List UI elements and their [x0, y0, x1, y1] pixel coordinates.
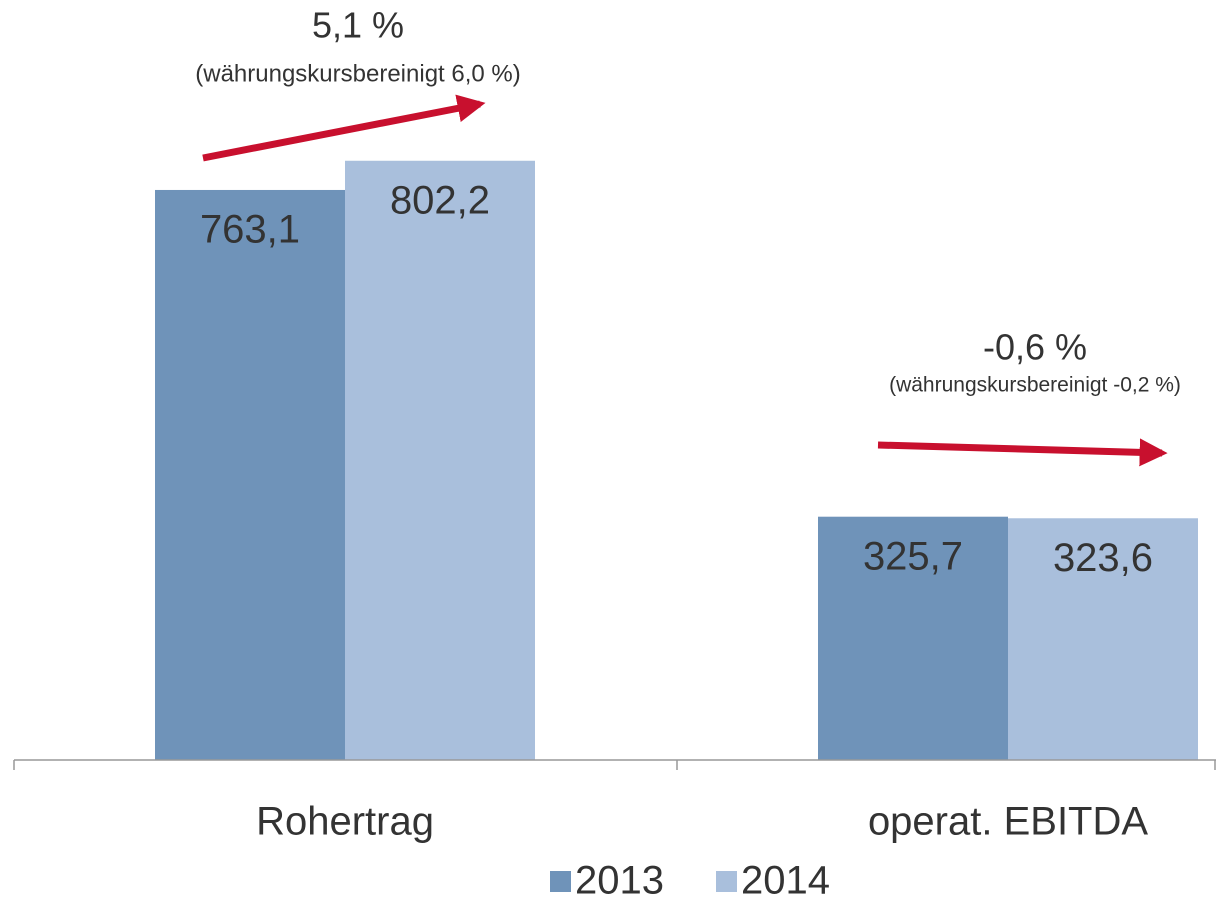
value-label: 323,6: [1053, 536, 1153, 580]
bar: [345, 160, 535, 761]
legend-label: 2013: [575, 859, 664, 903]
bar: [155, 189, 345, 760]
value-label: 763,1: [200, 208, 300, 252]
arrow: [202, 94, 486, 162]
annotation: -0,6 %: [983, 327, 1087, 368]
x-tick-label: operat. EBITDA: [868, 800, 1148, 844]
x-tick-label: Rohertrag: [256, 800, 434, 844]
legend-label: 2014: [741, 859, 830, 903]
value-label: 325,7: [863, 534, 963, 578]
bar: [818, 516, 1008, 760]
value-label: 802,2: [390, 178, 490, 222]
annotation: 5,1 %: [312, 5, 404, 46]
arrow: [877, 438, 1168, 467]
annotation-subtext: (währungskursbereinigt 6,0 %): [195, 60, 521, 87]
annotation-subtext: (währungskursbereinigt -0,2 %): [889, 374, 1181, 397]
legend-swatch: [550, 871, 571, 892]
legend-swatch: [716, 871, 737, 892]
bar: [1008, 518, 1198, 760]
